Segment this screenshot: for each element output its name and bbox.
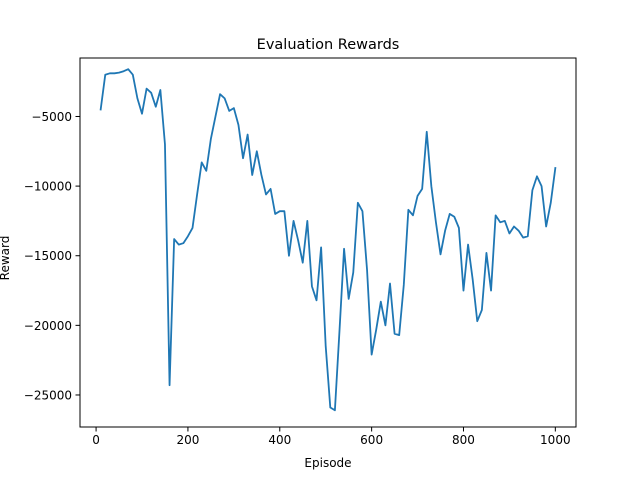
y-tick-label: −10000 bbox=[24, 180, 72, 194]
x-tick-label: 1000 bbox=[540, 433, 571, 447]
x-tick-label: 0 bbox=[92, 433, 100, 447]
axes: 0 200 400 600 800 1000 −25000 −20000 −15000 −1000… bbox=[24, 57, 577, 447]
y-tick-label: −15000 bbox=[24, 249, 72, 263]
y-tick-label: −5000 bbox=[31, 110, 72, 124]
x-tick-label: 200 bbox=[176, 433, 199, 447]
x-tick-label: 600 bbox=[360, 433, 383, 447]
plot-area bbox=[99, 68, 557, 412]
y-axis-label: Reward bbox=[0, 236, 12, 281]
y-tick-label: −25000 bbox=[24, 388, 72, 402]
x-tick-label: 800 bbox=[452, 433, 475, 447]
y-tick-label: −20000 bbox=[24, 319, 72, 333]
chart-title: Evaluation Rewards bbox=[257, 37, 400, 53]
x-axis-label: Episode bbox=[304, 456, 351, 470]
series-line-0 bbox=[99, 68, 557, 412]
axes-frame bbox=[79, 57, 577, 428]
x-tick-label: 400 bbox=[268, 433, 291, 447]
